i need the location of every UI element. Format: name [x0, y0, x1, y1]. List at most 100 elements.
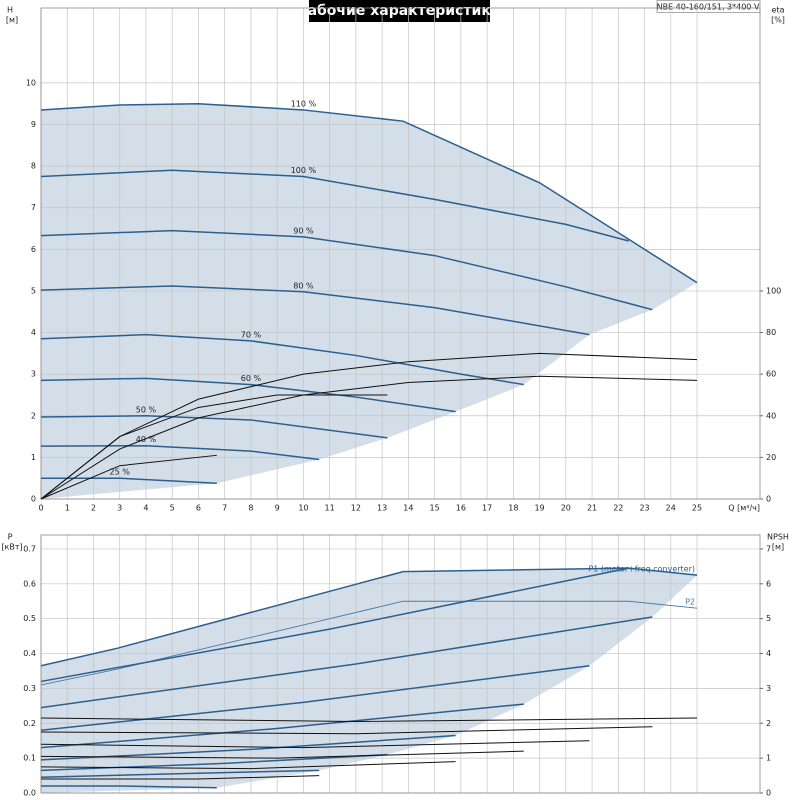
- curve: [40, 102, 698, 284]
- secondary-curve: [40, 740, 590, 749]
- y-axis-unit: [м]: [6, 16, 18, 25]
- y2-tick-label: 0: [766, 789, 771, 798]
- curve: [40, 734, 456, 761]
- y2-tick-label: 100: [766, 286, 781, 295]
- y-tick-label: 0.6: [23, 579, 36, 588]
- curve-label: 90 %: [293, 226, 314, 235]
- y2-tick-label: 40: [766, 411, 776, 420]
- y2-axis-unit: [м]: [772, 543, 784, 552]
- x-tick-label: 3: [117, 504, 122, 513]
- y-tick-label: 0.4: [23, 649, 36, 658]
- curve-label: 100 %: [291, 166, 317, 175]
- y-tick-label: 8: [31, 162, 36, 171]
- x-tick-label: 5: [170, 504, 175, 513]
- x-tick-label: 9: [275, 504, 280, 513]
- x-tick-label: 16: [456, 504, 466, 513]
- y-tick-label: 6: [31, 245, 36, 254]
- curve-label: 40 %: [136, 435, 157, 444]
- curve: [40, 703, 524, 749]
- x-tick-label: 6: [196, 504, 201, 513]
- curve-label: 25 %: [110, 468, 131, 477]
- curve: [40, 229, 653, 311]
- x-tick-label: 22: [613, 504, 623, 513]
- y-tick-label: 3: [31, 370, 36, 379]
- curve: [40, 753, 388, 772]
- y-tick-label: 0.5: [23, 614, 36, 623]
- y-tick-label: 0: [31, 495, 36, 504]
- secondary-curve: [40, 717, 698, 723]
- x-tick-label: 15: [430, 504, 440, 513]
- y2-axis-label: NPSH: [767, 533, 789, 542]
- x-axis-label: Q [м³/ч]: [728, 504, 760, 513]
- curve-label: 110 %: [291, 99, 317, 108]
- curve-label: P2: [685, 598, 695, 607]
- y2-axis-label: eta: [772, 6, 785, 15]
- x-tick-label: 12: [351, 504, 361, 513]
- y2-tick-label: 1: [766, 754, 771, 763]
- x-tick-label: 0: [38, 504, 43, 513]
- y2-tick-label: 6: [766, 579, 771, 588]
- curve-label: 50 %: [136, 405, 157, 414]
- x-tick-label: 13: [377, 504, 387, 513]
- operating-area: [41, 568, 698, 793]
- curve: [40, 664, 590, 731]
- x-tick-label: 23: [639, 504, 649, 513]
- y-tick-label: 0.2: [23, 719, 36, 728]
- y-tick-label: 1: [31, 453, 36, 462]
- curve: [40, 169, 629, 242]
- x-tick-label: 19: [534, 504, 544, 513]
- x-tick-label: 17: [482, 504, 492, 513]
- x-tick-label: 11: [325, 504, 335, 513]
- curve: [40, 444, 320, 461]
- y-tick-label: 7: [31, 203, 36, 212]
- y-axis-label: P: [8, 533, 13, 542]
- curve: [40, 567, 629, 683]
- secondary-curve: [40, 726, 653, 735]
- x-tick-label: 10: [298, 504, 308, 513]
- y-tick-label: 0.7: [23, 544, 36, 553]
- x-tick-label: 20: [561, 504, 571, 513]
- y2-tick-label: 80: [766, 328, 776, 337]
- curve-label: 60 %: [241, 374, 262, 383]
- y-tick-label: 0.1: [23, 754, 36, 763]
- curve: [40, 285, 590, 336]
- y2-tick-label: 20: [766, 453, 776, 462]
- y2-tick-label: 2: [766, 719, 771, 728]
- curve: [41, 785, 217, 789]
- y2-tick-label: 5: [766, 614, 771, 623]
- curve-label: 70 %: [241, 330, 262, 339]
- y-tick-label: 10: [26, 78, 36, 87]
- secondary-curve: [40, 750, 524, 759]
- operating-area: [41, 103, 698, 499]
- y-tick-label: 4: [31, 328, 36, 337]
- secondary-curve: [40, 394, 388, 500]
- y2-tick-label: 7: [766, 544, 771, 553]
- title-box: [309, 0, 490, 22]
- curve: [40, 567, 698, 667]
- x-tick-label: 4: [143, 504, 148, 513]
- x-tick-label: 8: [248, 504, 253, 513]
- x-tick-label: 18: [508, 504, 518, 513]
- x-tick-label: 24: [666, 504, 676, 513]
- secondary-curve: [40, 454, 217, 500]
- x-tick-label: 21: [587, 504, 597, 513]
- x-tick-label: 7: [222, 504, 227, 513]
- y2-tick-label: 60: [766, 370, 776, 379]
- x-tick-label: 1: [65, 504, 70, 513]
- plot-frame: [40, 534, 761, 794]
- curve: [40, 377, 456, 413]
- curve: [40, 769, 320, 779]
- y-tick-label: 0.0: [23, 789, 36, 798]
- curve-label: 80 %: [293, 281, 314, 290]
- y2-tick-label: 0: [766, 495, 771, 504]
- chart-title: Рабочие характеристики: [297, 3, 500, 19]
- secondary-curve: [40, 761, 456, 770]
- y-tick-label: 5: [31, 286, 36, 295]
- y-tick-label: 2: [31, 411, 36, 420]
- y-tick-label: 0.3: [23, 684, 36, 693]
- y2-tick-label: 4: [766, 649, 771, 658]
- plot-frame: [40, 7, 761, 500]
- x-tick-label: 2: [91, 504, 96, 513]
